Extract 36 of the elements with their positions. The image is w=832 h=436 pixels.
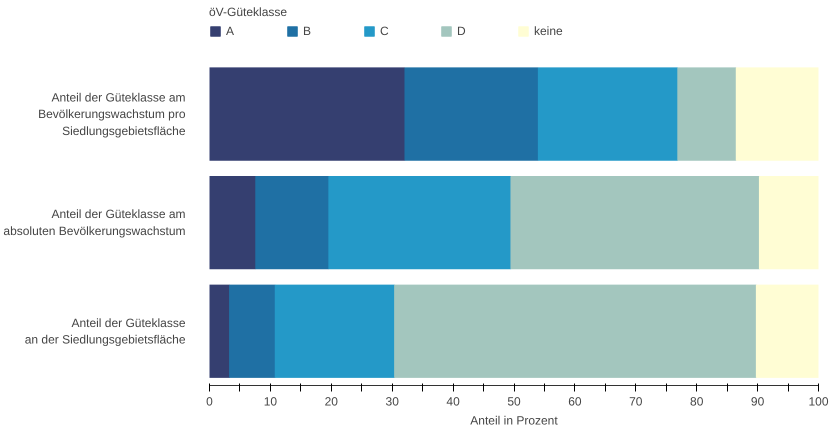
bar <box>210 284 230 378</box>
x-tick-label: 40 <box>446 394 460 408</box>
bar <box>756 284 818 378</box>
x-tick-label: 50 <box>507 394 521 408</box>
bar <box>538 67 678 161</box>
y-tick-label: Anteil der Güteklasse am Bevölkerungswachstum pro Siedlungsgebietsfläche <box>38 90 186 138</box>
legend-label: C <box>380 24 390 38</box>
legend-label: keine <box>534 24 563 38</box>
bar <box>736 67 818 161</box>
bar <box>328 176 512 270</box>
x-tick-label: 100 <box>808 394 829 408</box>
bar <box>210 176 256 270</box>
x-tick-label: 80 <box>690 394 704 408</box>
x-tick-label: 70 <box>629 394 643 408</box>
bar <box>274 284 396 378</box>
x-tick-label: 90 <box>750 394 765 408</box>
x-tick-label: 10 <box>264 394 278 408</box>
bar <box>255 176 330 270</box>
y-tick-label: Anteil der Güteklasse an der Siedlungsgebietsfläche <box>24 316 186 347</box>
x-tick-label: 0 <box>206 394 214 408</box>
legend-title: öV-Güteklasse <box>209 5 288 19</box>
x-tick-label: 30 <box>386 394 400 408</box>
legend-label: B <box>303 24 312 38</box>
y-tick-label: Anteil der Güteklasse am absoluten Bevölkerungswachstum <box>3 207 186 238</box>
bar <box>229 284 276 378</box>
legend-label: A <box>226 24 236 38</box>
bar <box>510 176 760 270</box>
x-axis-title: Anteil in Prozent <box>470 414 558 428</box>
bar <box>404 67 539 161</box>
legend-label: D <box>457 24 467 38</box>
bar <box>758 176 818 270</box>
bar <box>210 67 406 161</box>
bar <box>677 67 737 161</box>
bar <box>394 284 757 378</box>
x-tick-label: 20 <box>324 394 338 408</box>
x-tick-label: 60 <box>568 394 582 408</box>
